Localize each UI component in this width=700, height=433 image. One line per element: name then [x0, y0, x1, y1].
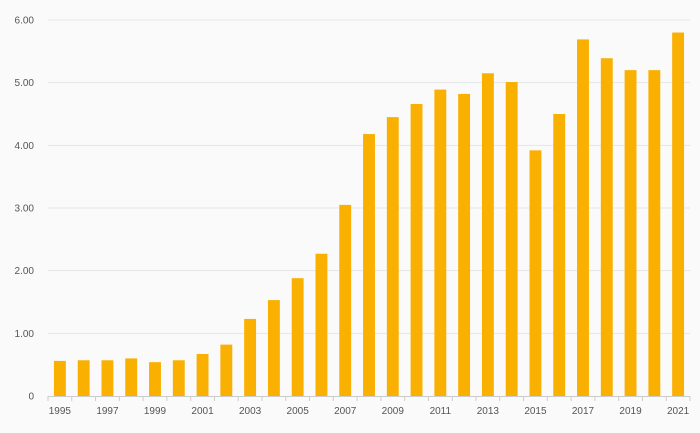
bar-2009	[386, 117, 399, 396]
bar-2011	[434, 89, 447, 396]
bar-2006	[315, 253, 328, 396]
x-tick-label: 2021	[667, 406, 690, 417]
bar-2003	[244, 318, 257, 396]
bar-2018	[600, 58, 613, 397]
x-tick-label: 1999	[144, 406, 167, 417]
bar-2020	[648, 70, 661, 396]
x-tick-label: 2003	[239, 406, 262, 417]
bars	[53, 32, 685, 397]
bar-2012	[458, 93, 471, 397]
bar-2016	[553, 114, 566, 396]
bar-2013	[481, 73, 494, 397]
x-tick-label: 2015	[524, 406, 547, 417]
bar-2002	[220, 344, 233, 396]
x-tick-label: 2011	[430, 406, 452, 417]
x-tick-label: 2005	[287, 406, 310, 417]
bar-1996	[77, 360, 90, 396]
x-tick-label: 2019	[619, 406, 642, 417]
x-tick-label: 2007	[334, 406, 357, 417]
y-tick-label: 6.00	[15, 16, 35, 27]
bar-2001	[196, 354, 209, 396]
y-tick-label: 4.00	[15, 141, 35, 152]
bar-2008	[363, 134, 375, 396]
bar-1997	[101, 360, 114, 396]
x-tick-label: 2001	[191, 406, 214, 417]
y-tick-label: 5.00	[15, 78, 35, 89]
bar-2004	[267, 300, 280, 396]
bar-2010	[410, 103, 423, 397]
bar-2000	[172, 360, 185, 396]
bar-1999	[149, 362, 161, 396]
y-tick-label: 3.00	[15, 204, 35, 215]
y-axis: 0 1.00 2.00 3.00 4.00 5.00 6.00	[15, 16, 35, 403]
x-tick-label: 2013	[477, 406, 500, 417]
bar-1995	[53, 360, 66, 396]
bar-2017	[577, 39, 589, 396]
y-tick-label: 1.00	[15, 329, 35, 340]
y-tick-label: 2.00	[15, 266, 35, 277]
x-tick-label: 1995	[49, 406, 72, 417]
bar-2005	[291, 278, 304, 396]
x-axis: 1995 1997 1999 2001 2003 2005 2007 2009 2011 2013…	[47, 396, 691, 417]
y-tick-label: 0	[28, 392, 34, 403]
x-tick-label: 2017	[572, 406, 595, 417]
bar-1998	[125, 358, 138, 396]
bar-2019	[624, 70, 637, 396]
x-tick-label: 2009	[382, 406, 405, 417]
bar-2015	[529, 150, 542, 396]
bar-2007	[339, 204, 352, 396]
x-tick-label: 1997	[96, 406, 119, 417]
bar-2021	[672, 32, 685, 397]
bar-2014	[505, 82, 518, 396]
